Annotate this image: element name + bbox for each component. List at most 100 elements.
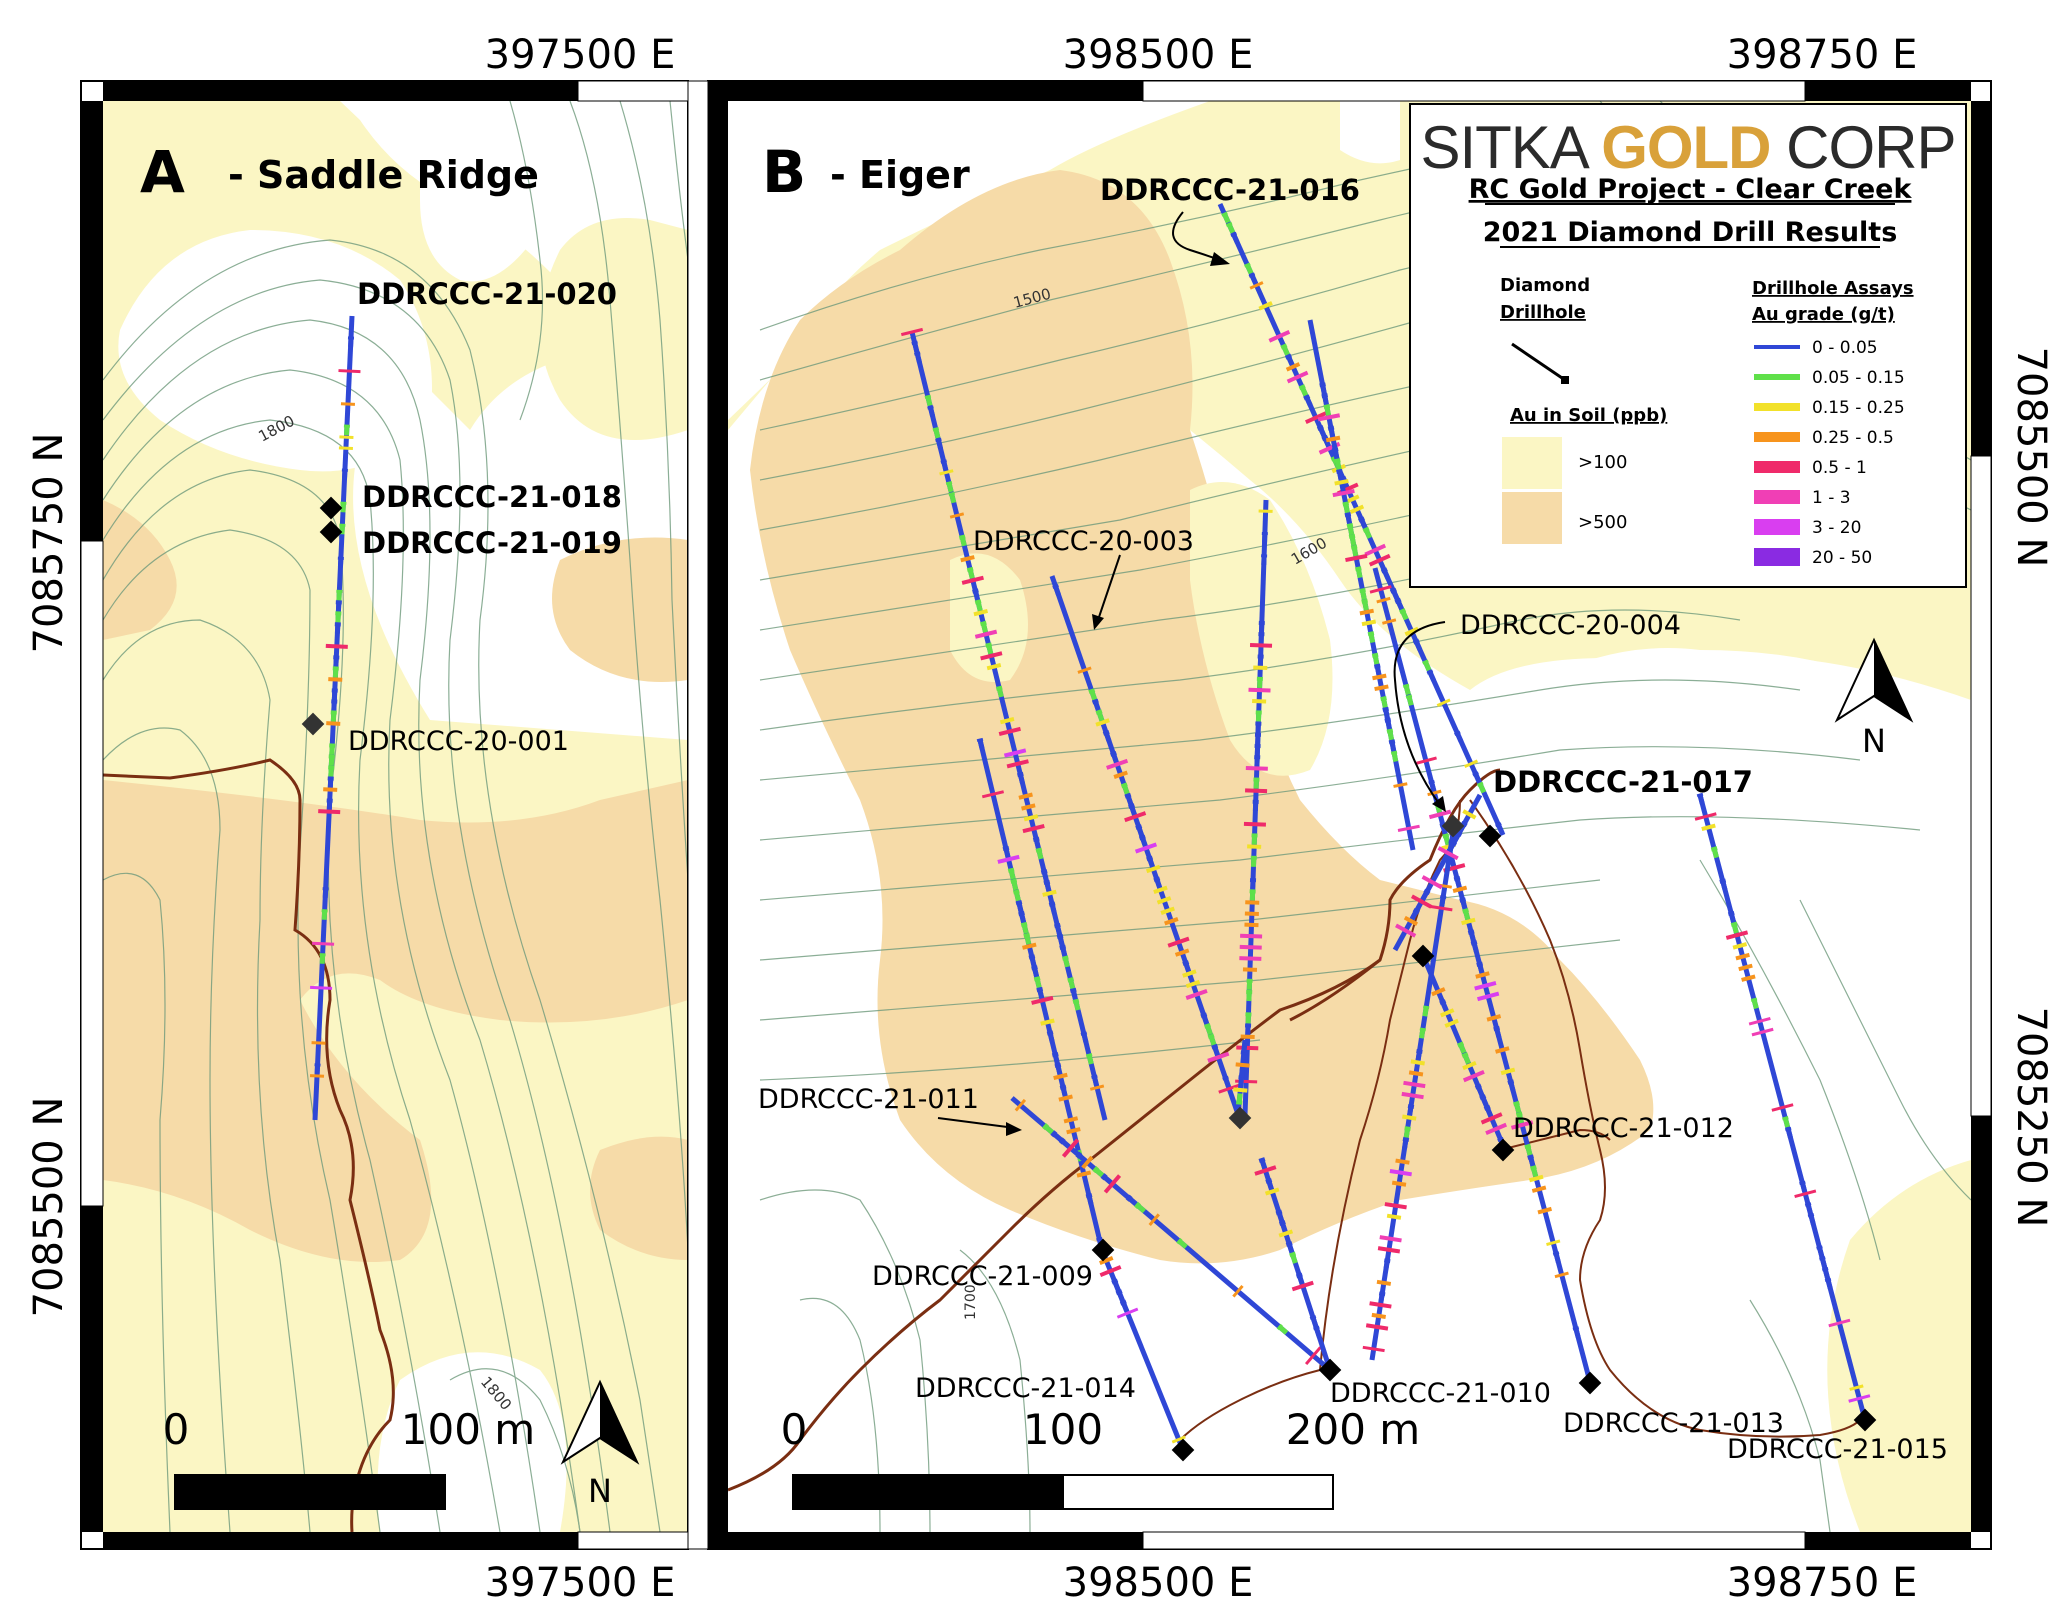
soil-white-b5 [1480, 1273, 1605, 1380]
legend-assay-label: 20 - 50 [1812, 548, 1872, 568]
collar-21-013-icon [1578, 1371, 1602, 1395]
label-hole-21-018: DDRCCC-21-018 [362, 480, 622, 514]
soil-white-b1 [728, 101, 1210, 420]
legend-soil-swatch-1 [1502, 437, 1562, 489]
drillhole-21-012-trace [1422, 959, 1508, 1151]
legend-assay-label: 3 - 20 [1812, 518, 1861, 538]
soil-anomaly-high [103, 500, 177, 640]
label-hole-21-020: DDRCCC-21-020 [357, 277, 617, 311]
frame-b [687, 80, 1992, 1550]
legend-soil-swatch-2 [1502, 492, 1562, 544]
panel-a-title: - Saddle Ridge [228, 153, 539, 197]
scalebar-a: 0 100 m [163, 1405, 535, 1510]
road-a [103, 758, 395, 1532]
scalebar-b-zero: 0 [781, 1405, 808, 1454]
label-hole-21-017: DDRCCC-21-017 [1493, 765, 1753, 799]
drillhole-21-015-trace [1694, 792, 1871, 1421]
collar-21-012-icon [1491, 1138, 1515, 1162]
collar-21-017-icon [1478, 824, 1502, 848]
label-hole-21-010: DDRCCC-21-010 [1330, 1378, 1551, 1409]
drillhole-20-004-trace [1362, 819, 1458, 1361]
label-hole-20-003: DDRCCC-20-003 [973, 526, 1194, 557]
leader-arrowheads [1006, 252, 1446, 1136]
coord-right-1: 7085500 N [2008, 347, 2048, 568]
scalebar-b-mid: 100 [1023, 1405, 1103, 1454]
panel-b-letter: B [762, 138, 806, 206]
drillhole-21-011-trace [1010, 1096, 1332, 1372]
scalebar-a-end: 100 m [401, 1405, 535, 1454]
coord-bottom-b1: 398500 E [1063, 1560, 1254, 1606]
soil-anomaly-high-3 [552, 537, 688, 682]
drillhole-21-016-trace [1217, 202, 1506, 837]
coord-top-b2: 398750 E [1727, 32, 1918, 78]
road-b2 [1289, 958, 1381, 1022]
drillhole-20-003b-trace [1049, 575, 1243, 1121]
drillhole-21-009-trace [976, 737, 1105, 1251]
collar-20-004-icon [1441, 814, 1465, 838]
label-hole-21-009: DDRCCC-21-009 [872, 1261, 1093, 1292]
legend-soil-heading: Au in Soil (ppb) [1510, 405, 1667, 426]
coord-bottom-a: 397500 E [485, 1560, 676, 1606]
panel-a-map: 1800 1800 [103, 101, 688, 1532]
panel-a-letter: A [140, 138, 185, 206]
panel-b-title: - Eiger [830, 153, 970, 197]
north-arrow-a-icon: N [560, 1379, 640, 1510]
collar-21-015-icon [1853, 1408, 1877, 1432]
label-hole-20-004: DDRCCC-20-004 [1460, 610, 1681, 641]
road-b [728, 768, 1501, 1492]
legend-assay-label: 0.25 - 0.5 [1812, 428, 1894, 448]
legend-title-2: 2021 Diamond Drill Results [1483, 217, 1898, 248]
legend-assay-label: 0.05 - 0.15 [1812, 368, 1905, 388]
drillhole-21-010-trace [1254, 1157, 1333, 1371]
legend-drillhole-h2: Drillhole [1500, 302, 1586, 323]
legend-soil-label-1: >100 [1578, 452, 1627, 473]
collar-21-019-icon [319, 520, 343, 544]
drillhole-trace-a [301, 315, 361, 1121]
legend-assay-label: 1 - 3 [1812, 488, 1851, 508]
legend-title-1: RC Gold Project - Clear Creek [1469, 174, 1913, 205]
north-arrow-b-icon: N [1834, 637, 1914, 760]
drillhole-symbol-icon [1511, 342, 1569, 384]
soil-white-a [118, 230, 432, 472]
collar-21-014-icon [1171, 1438, 1195, 1462]
label-hole-21-011: DDRCCC-21-011 [758, 1084, 979, 1115]
soil-anomaly-high-4 [590, 1136, 688, 1260]
scalebar-b-end: 200 m [1286, 1405, 1420, 1454]
drillhole-21-020-trace [309, 315, 361, 1121]
company-logo: SITKA GOLD CORP [1420, 114, 1955, 181]
coord-top-b1: 398500 E [1063, 32, 1254, 78]
collar-21-009-icon [1091, 1238, 1115, 1262]
label-hole-20-001: DDRCCC-20-001 [348, 726, 569, 757]
contour-lines-a [103, 101, 688, 1532]
legend-assay-h1: Drillhole Assays [1752, 278, 1914, 299]
legend-assay-label: 0.15 - 0.25 [1812, 398, 1905, 418]
label-hole-21-016: DDRCCC-21-016 [1100, 173, 1360, 207]
drillhole-upper-trace [1235, 499, 1273, 1116]
coord-left-2: 7085500 N [26, 1097, 72, 1318]
road-b4 [1469, 799, 1861, 1438]
drillhole-traces-b [900, 202, 1877, 1462]
scalebar-a-zero: 0 [163, 1405, 190, 1454]
label-hole-21-013: DDRCCC-21-013 [1563, 1408, 1784, 1439]
coord-top-a: 397500 E [485, 32, 676, 78]
legend-drillhole-h1: Diamond [1500, 275, 1590, 296]
legend-assay-label: 0 - 0.05 [1812, 338, 1878, 358]
legend-assay-items: 0 - 0.05 0.05 - 0.15 0.15 - 0.25 0.25 - 0.5… [1754, 338, 1905, 568]
legend-assay-label: 0.5 - 1 [1812, 458, 1867, 478]
contour-label-1700: 1700 [963, 1284, 979, 1320]
collar-20-003-icon [1228, 1106, 1252, 1130]
label-hole-21-014: DDRCCC-21-014 [915, 1373, 1136, 1404]
collar-21-010-icon [1318, 1358, 1342, 1382]
coord-left-1: 7085750 N [26, 433, 72, 654]
soil-white-b2 [1340, 101, 1400, 164]
label-hole-21-015: DDRCCC-21-015 [1727, 1434, 1948, 1465]
north-label-b: N [1862, 722, 1886, 760]
collar-21-018-icon [319, 496, 343, 520]
soil-low-inner-b2 [950, 553, 1028, 682]
coord-right-2: 7085250 N [2008, 1007, 2048, 1228]
collar-eiger-center-icon [1411, 944, 1435, 968]
scalebar-b: 0 100 200 m [781, 1405, 1420, 1510]
label-hole-21-012: DDRCCC-21-012 [1513, 1113, 1734, 1144]
north-label-a: N [588, 1472, 612, 1510]
drillhole-20-003-trace [900, 327, 1108, 1121]
